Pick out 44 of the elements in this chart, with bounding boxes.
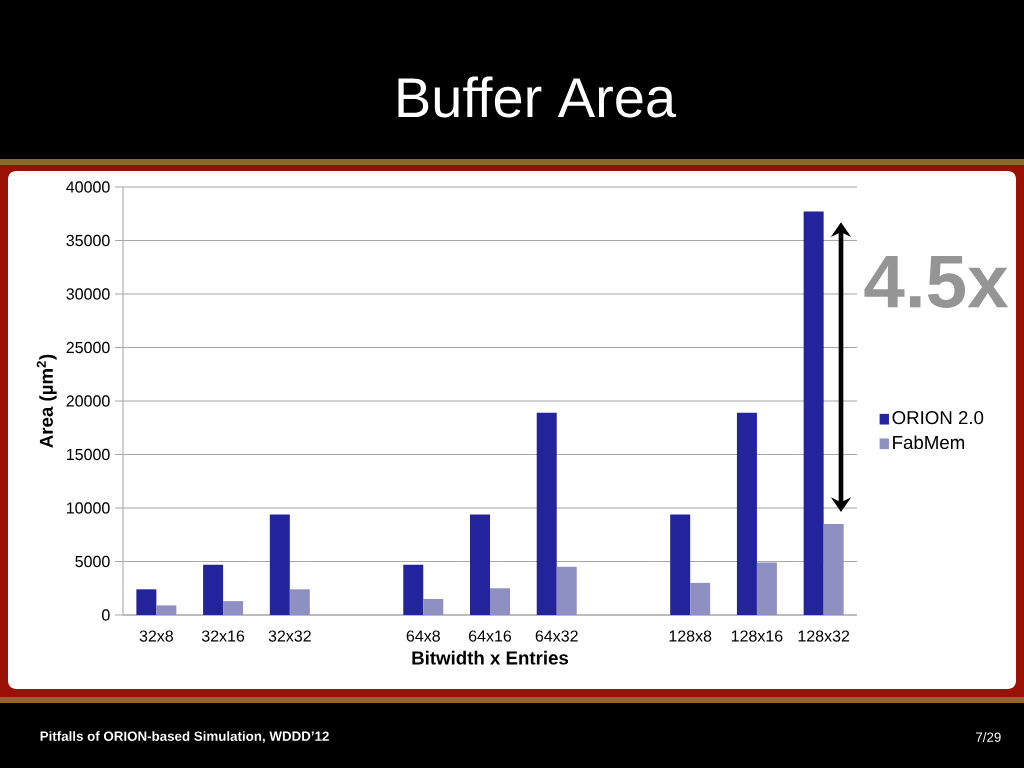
bar (823, 524, 844, 615)
bar (736, 412, 757, 615)
bar (490, 588, 510, 615)
y-tick-label: 15000 (67, 448, 110, 461)
y-axis-title: Area (µm$^{2}$) (36, 354, 57, 448)
y-tick-label: 30000 (66, 288, 110, 300)
bar (289, 589, 310, 615)
y-tick-label: 35000 (66, 234, 110, 247)
x-tick-label: 128x16 (731, 630, 783, 642)
x-tick-label: 64x8 (406, 630, 440, 642)
bar (756, 562, 777, 615)
bar (403, 564, 424, 615)
y-tick-label: 0 (102, 609, 110, 621)
bar (269, 514, 290, 615)
bar (670, 514, 691, 615)
bar (556, 566, 577, 615)
x-tick-label: 32x16 (201, 630, 245, 642)
x-tick-label: 128x8 (669, 630, 712, 642)
y-tick-label: 25000 (66, 341, 110, 354)
text: 4.5x (864, 255, 1009, 309)
y-tick-label: 5000 (75, 555, 110, 568)
y-tick-label: 10000 (67, 502, 110, 514)
y-tick-label: 20000 (66, 395, 110, 407)
x-tick-label: 128x32 (798, 630, 850, 642)
bar (690, 582, 711, 615)
x-tick-label: 32x8 (139, 630, 174, 642)
bar (203, 564, 224, 615)
chart-title: Buffer Area (398, 76, 677, 118)
legend-label: FabMem (893, 435, 965, 450)
bar (136, 589, 157, 615)
bar (470, 514, 490, 615)
bar (423, 598, 444, 615)
x-axis-title: Bitwidth x Entries (412, 650, 569, 665)
bar (536, 412, 557, 615)
y-tick-label: 40000 (66, 181, 110, 193)
text: Pitfalls of ORION-based Simulation, WDDD’12 (40, 731, 329, 743)
x-tick-label: 64x32 (535, 630, 578, 642)
x-tick-label: 64x16 (469, 630, 512, 642)
x-tick-label: 32x32 (268, 630, 311, 642)
bar (223, 601, 244, 615)
bar (803, 211, 824, 615)
bar (156, 605, 177, 615)
text: 7/29 (976, 732, 1001, 742)
legend-label: ORION 2.0 (892, 411, 984, 425)
